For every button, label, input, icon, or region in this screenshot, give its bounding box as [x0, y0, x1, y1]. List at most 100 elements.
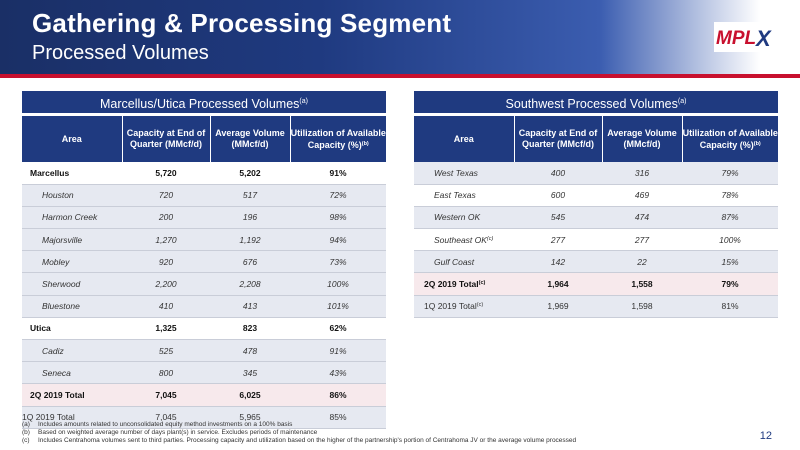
table-row: Southeast OK(c) 277 277 100% — [414, 228, 778, 252]
volume-cell: 1,192 — [210, 228, 290, 252]
capacity-cell: 545 — [514, 206, 602, 230]
table-row: Mobley 920 676 73% — [22, 250, 386, 274]
area-cell: Mobley — [22, 250, 122, 274]
utilization-cell: 79% — [682, 272, 778, 296]
area-cell: 2Q 2019 Total(c) — [414, 272, 514, 296]
svg-text:X: X — [754, 26, 772, 51]
volume-cell: 196 — [210, 206, 290, 230]
utilization-cell: 73% — [290, 250, 386, 274]
volume-cell: 5,202 — [210, 162, 290, 185]
col-capacity: Capacity at End of Quarter (MMcf/d) — [513, 116, 602, 162]
southwest-title: Southwest Processed Volumes(a) — [414, 91, 778, 113]
volume-cell: 478 — [210, 339, 290, 363]
table-row: Marcellus 5,720 5,202 91% — [22, 162, 386, 185]
volume-cell: 316 — [602, 162, 682, 185]
volume-cell: 474 — [602, 206, 682, 230]
utilization-cell: 101% — [290, 295, 386, 318]
capacity-cell: 277 — [514, 228, 602, 252]
table-row: Houston 720 517 72% — [22, 184, 386, 207]
mplx-logo: MPL X — [714, 22, 778, 52]
utilization-cell: 62% — [290, 317, 386, 341]
capacity-cell: 1,969 — [514, 295, 602, 318]
col-volume: Average Volume (MMcf/d) — [209, 116, 290, 162]
utilization-cell: 79% — [682, 162, 778, 185]
volume-cell: 1,558 — [602, 272, 682, 296]
volume-cell: 676 — [210, 250, 290, 274]
area-cell: Harmon Creek — [22, 206, 122, 230]
area-cell: Majorsville — [22, 228, 122, 252]
table-row: Seneca 800 345 43% — [22, 361, 386, 385]
capacity-cell: 920 — [122, 250, 210, 274]
table-row: Bluestone 410 413 101% — [22, 295, 386, 318]
table-row: Western OK 545 474 87% — [414, 206, 778, 230]
header-banner: Gathering & Processing Segment Processed… — [0, 0, 800, 74]
svg-text:MPL: MPL — [716, 28, 756, 49]
capacity-cell: 400 — [514, 162, 602, 185]
utilization-cell: 87% — [682, 206, 778, 230]
utilization-cell: 43% — [290, 361, 386, 385]
volume-cell: 277 — [602, 228, 682, 252]
table-row: 1Q 2019 Total 7,045 5,965 85% — [22, 406, 386, 429]
table-row: East Texas 600 469 78% — [414, 184, 778, 207]
area-cell: East Texas — [414, 184, 514, 207]
table-row: West Texas 400 316 79% — [414, 162, 778, 185]
capacity-cell: 600 — [514, 184, 602, 207]
col-utilization: Utilization of Available Capacity (%)(b) — [289, 116, 386, 162]
capacity-cell: 142 — [514, 250, 602, 274]
capacity-cell: 720 — [122, 184, 210, 207]
area-cell: West Texas — [414, 162, 514, 185]
volume-cell: 469 — [602, 184, 682, 207]
col-capacity: Capacity at End of Quarter (MMcf/d) — [121, 116, 210, 162]
table-row: Harmon Creek 200 196 98% — [22, 206, 386, 230]
area-cell: Western OK — [414, 206, 514, 230]
capacity-cell: 7,045 — [122, 383, 210, 407]
area-cell: Bluestone — [22, 295, 122, 318]
volume-cell: 5,965 — [210, 406, 290, 429]
volume-cell: 22 — [602, 250, 682, 274]
page-subtitle: Processed Volumes — [32, 42, 209, 64]
col-volume: Average Volume (MMcf/d) — [601, 116, 682, 162]
col-utilization: Utilization of Available Capacity (%)(b) — [681, 116, 778, 162]
capacity-cell: 200 — [122, 206, 210, 230]
table-row: Utica 1,325 823 62% — [22, 317, 386, 341]
utilization-cell: 78% — [682, 184, 778, 207]
area-cell: Sherwood — [22, 272, 122, 296]
table-row: Majorsville 1,270 1,192 94% — [22, 228, 386, 252]
area-cell: Houston — [22, 184, 122, 207]
volume-cell: 2,208 — [210, 272, 290, 296]
utilization-cell: 98% — [290, 206, 386, 230]
volume-cell: 823 — [210, 317, 290, 341]
volume-cell: 345 — [210, 361, 290, 385]
capacity-cell: 2,200 — [122, 272, 210, 296]
utilization-cell: 94% — [290, 228, 386, 252]
capacity-cell: 800 — [122, 361, 210, 385]
col-area: Area — [414, 116, 514, 162]
area-cell: 1Q 2019 Total(c) — [414, 295, 514, 318]
volume-cell: 1,598 — [602, 295, 682, 318]
southwest-table: Area Capacity at End of Quarter (MMcf/d)… — [414, 116, 778, 318]
area-cell: Marcellus — [22, 162, 122, 185]
table-row: Cadiz 525 478 91% — [22, 339, 386, 363]
page-number: 12 — [759, 430, 772, 442]
table-row: Sherwood 2,200 2,208 100% — [22, 272, 386, 296]
page-title: Gathering & Processing Segment — [32, 8, 452, 38]
table-row: 2Q 2019 Total(c) 1,964 1,558 79% — [414, 272, 778, 296]
utilization-cell: 15% — [682, 250, 778, 274]
utilization-cell: 72% — [290, 184, 386, 207]
table-row: Gulf Coast 142 22 15% — [414, 250, 778, 274]
table-row: 1Q 2019 Total(c) 1,969 1,598 81% — [414, 295, 778, 318]
utilization-cell: 86% — [290, 383, 386, 407]
capacity-cell: 525 — [122, 339, 210, 363]
header-divider — [0, 74, 800, 78]
utilization-cell: 85% — [290, 406, 386, 429]
capacity-cell: 1,325 — [122, 317, 210, 341]
capacity-cell: 5,720 — [122, 162, 210, 185]
utilization-cell: 91% — [290, 339, 386, 363]
utilization-cell: 91% — [290, 162, 386, 185]
marcellus-utica-title: Marcellus/Utica Processed Volumes(a) — [22, 91, 386, 113]
capacity-cell: 1,964 — [514, 272, 602, 296]
table-row: 2Q 2019 Total 7,045 6,025 86% — [22, 383, 386, 407]
footnotes: (a) Includes amounts related to unconsol… — [22, 421, 576, 445]
capacity-cell: 7,045 — [122, 406, 210, 429]
volume-cell: 517 — [210, 184, 290, 207]
